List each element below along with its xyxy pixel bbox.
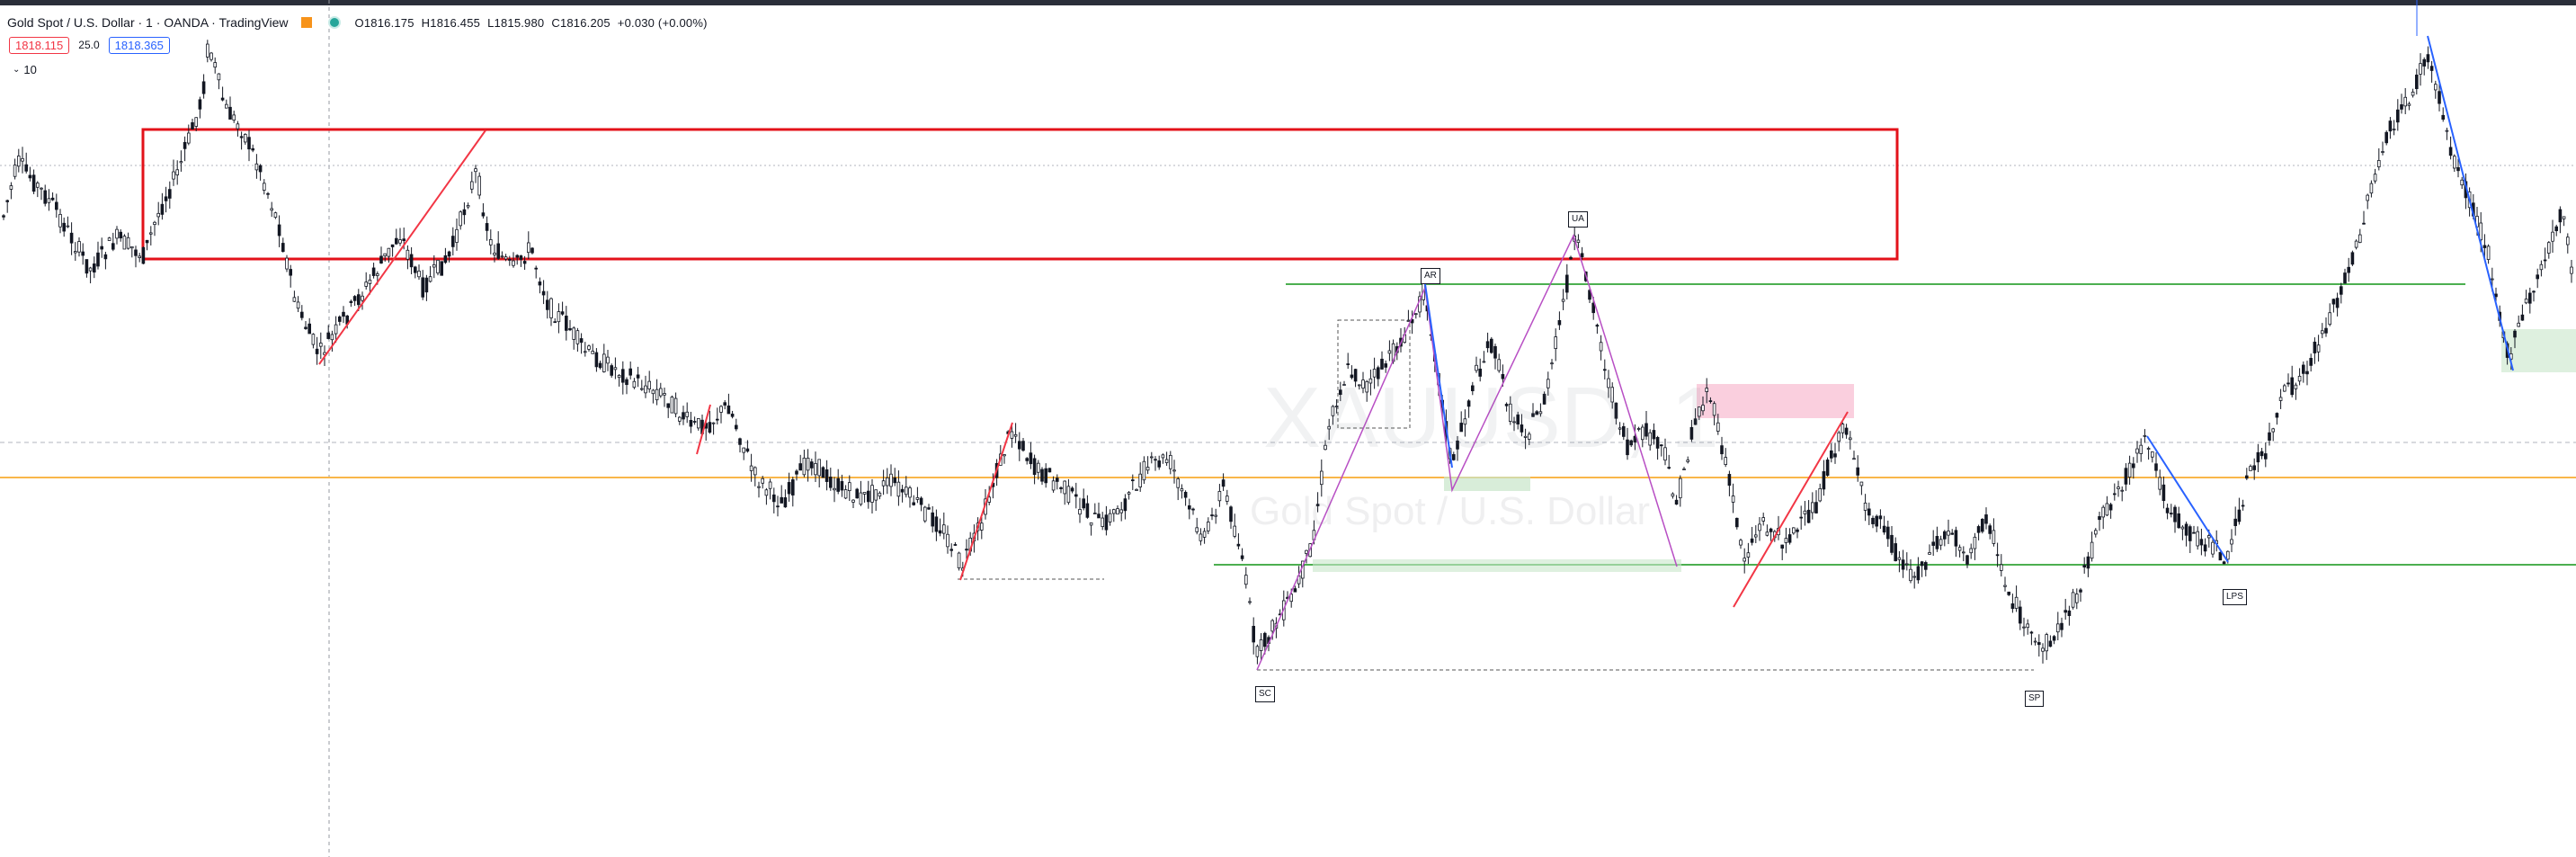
green-zone-1 bbox=[1313, 559, 1681, 572]
trend-line-purple bbox=[1256, 233, 1678, 671]
trend-line-blue-3 bbox=[2427, 35, 2514, 371]
sell-price-button[interactable]: 1818.115 bbox=[9, 36, 70, 54]
description-watermark: Gold Spot / U.S. Dollar bbox=[1250, 489, 1651, 533]
trend-line-blue-2 bbox=[2146, 435, 2229, 563]
label-sp[interactable]: SP bbox=[2025, 691, 2045, 707]
trend-line-blue-1 bbox=[1424, 283, 1453, 469]
label-lps[interactable]: LPS bbox=[2223, 589, 2247, 605]
indicators-toggle[interactable]: ⌄ 10 bbox=[13, 59, 37, 79]
label-ar[interactable]: AR bbox=[1421, 268, 1440, 284]
chevron-down-icon[interactable]: ⌄ bbox=[13, 64, 21, 75]
ohlc-low: L1815.980 bbox=[487, 15, 545, 30]
trend-line-red-3 bbox=[1733, 411, 1849, 608]
trend-line-red-4 bbox=[696, 404, 711, 455]
symbol-watermark: XAUUSD, 1 bbox=[1263, 370, 1719, 466]
buy-price-button[interactable]: 1818.365 bbox=[108, 36, 170, 54]
label-sc[interactable]: SC bbox=[1255, 686, 1275, 702]
trend-line-red-2 bbox=[959, 422, 1013, 581]
market-status-icon[interactable] bbox=[300, 17, 312, 28]
indicator-count: 10 bbox=[23, 62, 37, 76]
ohlc-close: C1816.205 bbox=[551, 15, 611, 30]
spread-value: 25.0 bbox=[78, 39, 100, 51]
green-zone-2 bbox=[1444, 477, 1530, 491]
ohlc-high: H1816.455 bbox=[421, 15, 481, 30]
live-data-icon[interactable] bbox=[327, 16, 341, 29]
ohlc-open: O1816.175 bbox=[354, 15, 414, 30]
quote-row: 1818.115 25.0 1818.365 bbox=[9, 34, 170, 56]
window-top-border bbox=[0, 0, 2576, 5]
trend-line-red-1 bbox=[318, 129, 486, 365]
pink-zone bbox=[1697, 384, 1854, 418]
label-ua[interactable]: UA bbox=[1568, 211, 1588, 228]
range-box-1 bbox=[1337, 319, 1411, 429]
symbol-title[interactable]: Gold Spot / U.S. Dollar · 1 · OANDA · Tr… bbox=[7, 15, 289, 30]
supply-zone-box[interactable] bbox=[141, 128, 1899, 261]
candlestick-series bbox=[2, 40, 2573, 665]
ohlc-change: +0.030 (+0.00%) bbox=[617, 15, 708, 30]
chart-legend: Gold Spot / U.S. Dollar · 1 · OANDA · Tr… bbox=[7, 13, 708, 32]
